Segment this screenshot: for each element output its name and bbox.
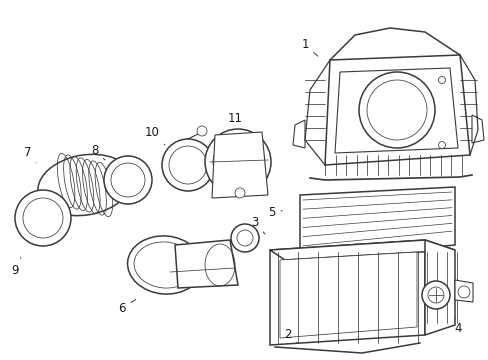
- Circle shape: [213, 137, 263, 187]
- Text: 1: 1: [301, 39, 317, 56]
- Circle shape: [162, 139, 214, 191]
- Text: 3: 3: [251, 216, 264, 234]
- Circle shape: [230, 224, 259, 252]
- Ellipse shape: [127, 236, 202, 294]
- Circle shape: [237, 230, 252, 246]
- Circle shape: [457, 286, 469, 298]
- Text: 9: 9: [11, 257, 21, 276]
- Circle shape: [235, 188, 244, 198]
- Circle shape: [104, 156, 152, 204]
- Circle shape: [23, 198, 63, 238]
- Polygon shape: [471, 115, 483, 143]
- Polygon shape: [325, 55, 469, 165]
- Text: 10: 10: [144, 126, 164, 145]
- Text: 7: 7: [24, 145, 36, 163]
- Circle shape: [358, 72, 434, 148]
- Polygon shape: [280, 252, 416, 338]
- Text: 4: 4: [453, 318, 461, 334]
- Polygon shape: [269, 240, 454, 260]
- Circle shape: [421, 281, 449, 309]
- Text: 2: 2: [284, 328, 297, 343]
- Polygon shape: [454, 280, 472, 302]
- Circle shape: [204, 129, 270, 195]
- Polygon shape: [269, 240, 424, 345]
- Text: 5: 5: [268, 207, 282, 220]
- Polygon shape: [299, 187, 454, 260]
- Circle shape: [438, 77, 445, 84]
- Polygon shape: [292, 120, 305, 148]
- Circle shape: [366, 80, 426, 140]
- Circle shape: [169, 146, 206, 184]
- Text: 11: 11: [227, 112, 242, 130]
- Circle shape: [427, 287, 443, 303]
- Circle shape: [15, 190, 71, 246]
- Polygon shape: [212, 132, 267, 198]
- Ellipse shape: [38, 154, 132, 216]
- Polygon shape: [334, 68, 457, 153]
- Polygon shape: [175, 240, 238, 288]
- Polygon shape: [424, 240, 454, 335]
- Circle shape: [111, 163, 145, 197]
- Text: 6: 6: [118, 300, 135, 315]
- Circle shape: [438, 141, 445, 148]
- Circle shape: [197, 126, 206, 136]
- Text: 8: 8: [91, 144, 105, 160]
